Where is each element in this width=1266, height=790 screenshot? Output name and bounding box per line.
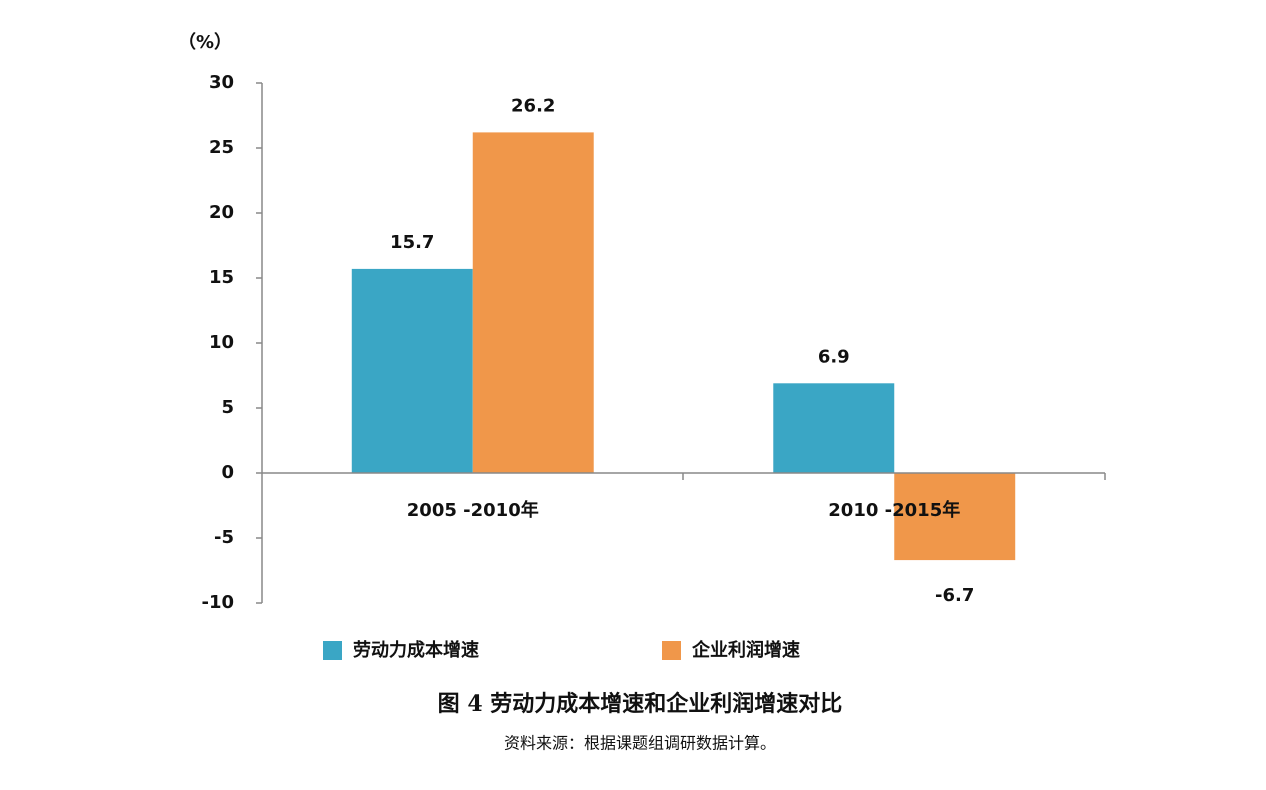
y-tick-label: 5 [221,397,234,418]
x-tick-label: 2010 -2015年 [828,499,960,521]
chart-title: 图 4 劳动力成本增速和企业利润增速对比 [438,691,843,717]
source-note: 资料来源：根据课题组调研数据计算。 [504,734,776,753]
value-label: 15.7 [390,232,434,253]
legend-label: 劳动力成本增速 [353,639,479,661]
bar [351,268,473,473]
y-tick-label: 15 [209,267,234,288]
legend-swatch [323,641,342,660]
value-label: -6.7 [935,585,974,606]
y-tick-label: -10 [201,592,234,613]
bar [894,473,1016,561]
y-tick-label: 10 [209,332,234,353]
y-tick-label: 30 [209,72,234,93]
bar [472,132,594,473]
y-axis-label: （%） [178,32,232,53]
value-label: 6.9 [818,346,850,367]
y-tick-label: 20 [209,202,234,223]
legend-label: 企业利润增速 [691,639,800,661]
value-label: 26.2 [511,95,555,116]
bar [773,383,895,473]
y-tick-label: -5 [214,527,234,548]
y-tick-label: 0 [221,462,234,483]
x-tick-label: 2005 -2010年 [407,499,539,521]
legend-swatch [662,641,681,660]
y-tick-label: 25 [209,137,234,158]
